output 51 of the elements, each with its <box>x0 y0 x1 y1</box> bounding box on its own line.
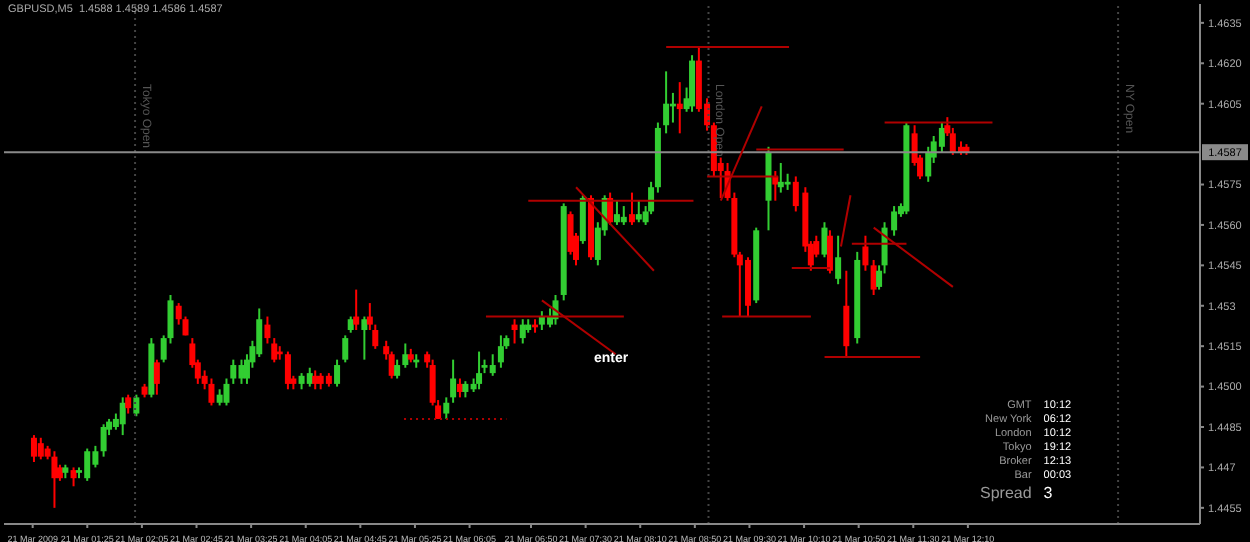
candlestick <box>777 161 784 194</box>
candlestick <box>70 466 77 488</box>
candlestick <box>125 393 132 415</box>
candlestick <box>264 315 271 345</box>
candlestick <box>635 199 642 224</box>
candlestick <box>821 221 828 259</box>
candlestick <box>620 205 627 226</box>
candlestick <box>230 358 237 385</box>
candlestick <box>772 170 779 202</box>
candlestick <box>238 358 245 385</box>
candlestick <box>676 81 683 135</box>
annotation: Spread <box>980 484 1032 502</box>
candlestick <box>870 258 877 296</box>
candlestick <box>133 393 140 418</box>
candlestick <box>476 350 483 391</box>
candlestick <box>579 194 586 245</box>
candlestick <box>208 377 215 407</box>
candlestick <box>119 396 126 437</box>
candlestick <box>100 423 107 458</box>
candlestick <box>450 358 457 404</box>
candlestick <box>511 318 518 345</box>
candlestick <box>689 54 696 113</box>
candlestick <box>394 358 401 380</box>
candlestick <box>613 199 620 226</box>
candlestick <box>342 334 349 364</box>
candlestick <box>37 436 44 461</box>
candlestick <box>153 358 160 396</box>
annotation: 3 <box>1043 484 1055 502</box>
candlestick <box>312 369 319 391</box>
candlestick <box>223 377 230 407</box>
candlestick <box>51 450 58 509</box>
candlestick <box>284 350 291 391</box>
candlestick <box>334 358 341 388</box>
candlestick <box>862 234 869 272</box>
candlestick <box>30 434 37 464</box>
candlestick <box>443 396 450 420</box>
candlestick <box>497 334 504 369</box>
candlestick <box>271 337 278 364</box>
candlestick <box>663 70 670 135</box>
candlestick <box>826 229 833 275</box>
candlestick <box>353 288 360 332</box>
candlestick <box>489 353 496 377</box>
candlestick <box>835 234 842 286</box>
candlestick <box>938 121 945 154</box>
candlestick <box>628 191 635 226</box>
candlestick <box>402 342 409 369</box>
candlestick <box>361 315 368 361</box>
candlestick <box>84 447 91 482</box>
candlestick <box>843 269 850 358</box>
candlestick <box>745 256 752 318</box>
candlestick <box>519 318 526 345</box>
